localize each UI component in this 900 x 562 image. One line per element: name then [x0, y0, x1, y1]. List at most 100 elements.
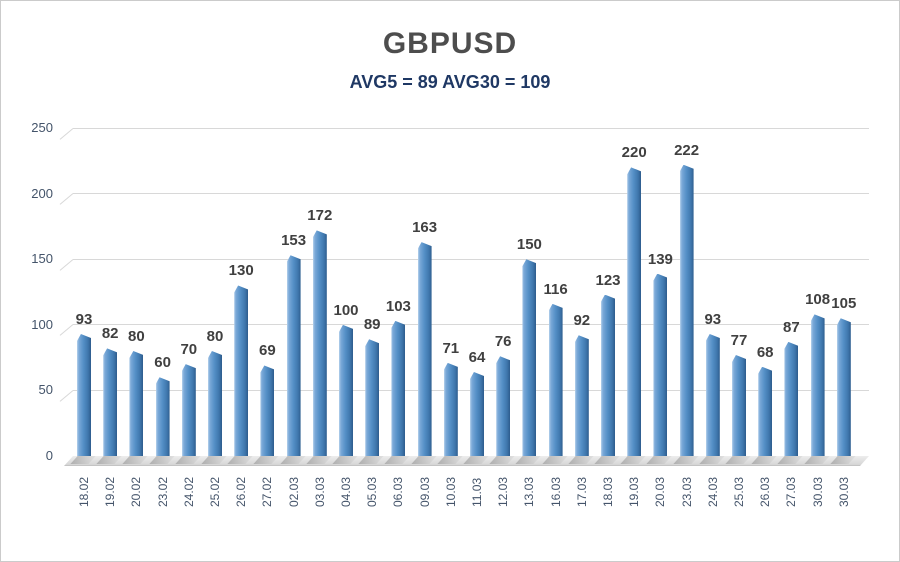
- bar-value-label: 64: [468, 349, 486, 367]
- x-tick-label: 26.02: [234, 476, 249, 508]
- x-tick-label: 24.03: [705, 476, 720, 508]
- bar-slot: 69: [253, 128, 280, 464]
- bar-slot: 76: [489, 128, 516, 464]
- bar-value-label: 93: [75, 310, 93, 328]
- bar-slot: 103: [384, 128, 411, 464]
- bar-slot: 93: [70, 128, 97, 464]
- bar: [260, 365, 275, 456]
- bar: [391, 320, 406, 456]
- bar-slot: 77: [725, 128, 752, 464]
- bar-value-label: 139: [647, 250, 673, 268]
- y-tick-label: 150: [31, 251, 53, 267]
- bar-slot: 64: [463, 128, 490, 464]
- bar-slot: 87: [777, 128, 804, 464]
- bar: [705, 333, 720, 456]
- bar: [784, 341, 799, 456]
- bar-slot: 60: [148, 128, 176, 464]
- bar-value-label: 69: [259, 342, 276, 360]
- bar: [339, 324, 353, 456]
- bar: [601, 294, 615, 456]
- bar: [470, 372, 484, 456]
- bar-value-label: 82: [101, 325, 119, 343]
- bar-value-label: 71: [442, 339, 460, 357]
- x-tick-label: 09.03: [417, 476, 432, 508]
- x-tick-label: 25.02: [208, 476, 222, 508]
- bar-slot: 70: [175, 128, 202, 464]
- x-tick-label: 19.03: [627, 476, 642, 508]
- x-tick-label: 04.03: [339, 476, 353, 508]
- bar-value-label: 68: [756, 343, 774, 361]
- x-tick-label: 18.03: [601, 476, 615, 508]
- bar-value-label: 130: [228, 262, 254, 280]
- bar: [679, 164, 694, 456]
- bar-value-label: 89: [363, 316, 381, 334]
- bar-slot: 82: [96, 128, 123, 464]
- bar-slot: 68: [751, 128, 778, 464]
- bar: [732, 354, 746, 456]
- bar-slot: 93: [699, 128, 726, 464]
- x-tick-label: 13.03: [522, 476, 537, 508]
- y-gridline: [73, 258, 869, 260]
- bar-value-label: 76: [494, 333, 512, 351]
- x-tick-label: 12.03: [496, 476, 511, 508]
- bar: [234, 285, 249, 456]
- bar-value-label: 77: [730, 331, 748, 349]
- bar-value-label: 80: [128, 328, 145, 346]
- bar-slot: 222: [672, 128, 700, 464]
- bar-slot: 100: [332, 128, 359, 464]
- bar-value-label: 80: [206, 328, 224, 346]
- bar-value-label: 92: [573, 312, 591, 330]
- bar-value-label: 87: [783, 318, 800, 336]
- bar-value-label: 123: [595, 271, 621, 289]
- bar: [286, 255, 301, 456]
- bar: [627, 167, 642, 456]
- bar: [810, 314, 825, 456]
- bar-slot: 80: [201, 128, 228, 464]
- x-tick-label: 23.02: [155, 476, 170, 508]
- x-tick-label: 20.02: [129, 476, 144, 508]
- x-tick-label: 16.03: [548, 476, 563, 508]
- bar: [103, 348, 118, 456]
- bar-slot: 105: [830, 128, 857, 464]
- chart-subtitle-averages: AVG5 = 89 AVG30 = 109: [349, 72, 551, 92]
- x-tick-label: 18.02: [77, 476, 91, 508]
- bar-slot: 116: [541, 128, 569, 464]
- y-tick-label: 200: [31, 185, 53, 201]
- bar-value-label: 60: [154, 354, 171, 372]
- bar-slot: 92: [568, 128, 595, 464]
- bar-value-label: 150: [516, 236, 542, 254]
- bar-slot: 123: [594, 128, 621, 464]
- bar-slot: 150: [515, 128, 542, 464]
- y-tick-label: 50: [38, 382, 53, 398]
- bar-value-label: 103: [385, 297, 411, 315]
- bar-value-label: 116: [543, 280, 568, 298]
- bar-slot: 139: [646, 128, 673, 464]
- y-gridline: [73, 127, 869, 129]
- bar: [836, 318, 851, 456]
- y-gridline: [73, 193, 869, 195]
- x-tick-label: 26.03: [758, 476, 773, 508]
- bar-slot: 80: [122, 128, 149, 464]
- y-tick-label: 100: [31, 316, 53, 332]
- x-tick-label: 02.03: [286, 476, 301, 508]
- bar: [365, 339, 380, 456]
- bar-value-label: 100: [333, 301, 359, 319]
- bar-slot: 130: [227, 128, 254, 464]
- x-tick-label: 17.03: [574, 476, 589, 508]
- x-tick-label: 06.03: [391, 476, 406, 508]
- bar: [496, 356, 511, 456]
- x-tick-label: 30.03: [836, 476, 851, 508]
- bar-value-label: 172: [307, 207, 333, 225]
- x-tick-label: 27.02: [260, 476, 275, 508]
- bar-value-label: 163: [412, 219, 438, 237]
- x-tick-label: 05.03: [365, 476, 380, 508]
- x-tick-label: 03.03: [312, 476, 327, 508]
- bar: [443, 362, 458, 456]
- bar-slot: 163: [410, 128, 438, 464]
- bar: [208, 351, 222, 456]
- x-tick-label: 25.03: [732, 476, 746, 508]
- bar-value-label: 93: [704, 310, 722, 328]
- x-tick-label: 10.03: [443, 476, 458, 508]
- bar: [312, 230, 327, 456]
